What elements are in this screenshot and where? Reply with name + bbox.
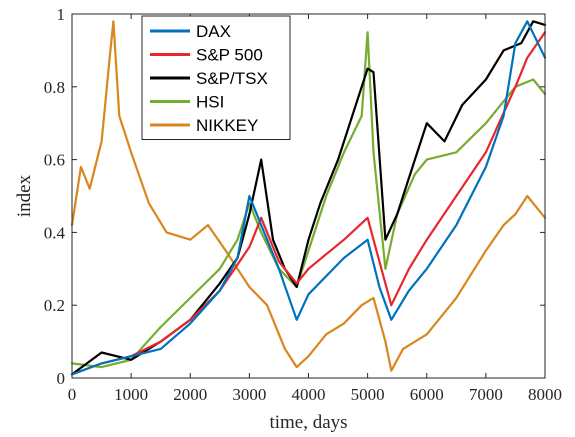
legend-label-2: S&P/TSX [196, 69, 268, 88]
y-tick-label: 0.8 [44, 78, 65, 97]
legend-label-1: S&P 500 [196, 46, 263, 65]
y-tick-label: 1 [57, 5, 66, 24]
x-tick-label: 4000 [292, 385, 326, 404]
series-line-2 [70, 20, 547, 376]
x-tick-label: 0 [68, 385, 77, 404]
series-line-3 [70, 31, 547, 369]
legend-label-4: NIKKEY [196, 116, 258, 135]
x-tick-label: 6000 [410, 385, 444, 404]
x-tick-label: 8000 [528, 385, 562, 404]
axes: 0 1000 2000 3000 4000 5000 6000 7000 8000 0 0.2 0.4… [44, 5, 562, 404]
legend: DAX S&P 500 S&P/TSX HSI NIKKEY [141, 15, 291, 140]
series-line-1 [70, 31, 547, 376]
x-tick-label: 5000 [351, 385, 385, 404]
x-tick-label: 7000 [469, 385, 503, 404]
y-tick-label: 0.2 [44, 296, 65, 315]
x-axis-label: time, days [269, 412, 347, 433]
y-tick-label: 0.4 [44, 223, 66, 242]
series-line-0 [70, 20, 547, 376]
y-tick-label: 0 [57, 369, 66, 388]
legend-label-3: HSI [196, 93, 224, 112]
series-layer [70, 20, 547, 376]
x-tick-label: 1000 [114, 385, 148, 404]
series-line-4 [70, 20, 547, 372]
legend-label-0: DAX [196, 22, 231, 41]
x-tick-label: 2000 [173, 385, 207, 404]
x-tick-label: 3000 [232, 385, 266, 404]
y-tick-label: 0.6 [44, 151, 65, 170]
y-axis-label: index [14, 174, 35, 217]
